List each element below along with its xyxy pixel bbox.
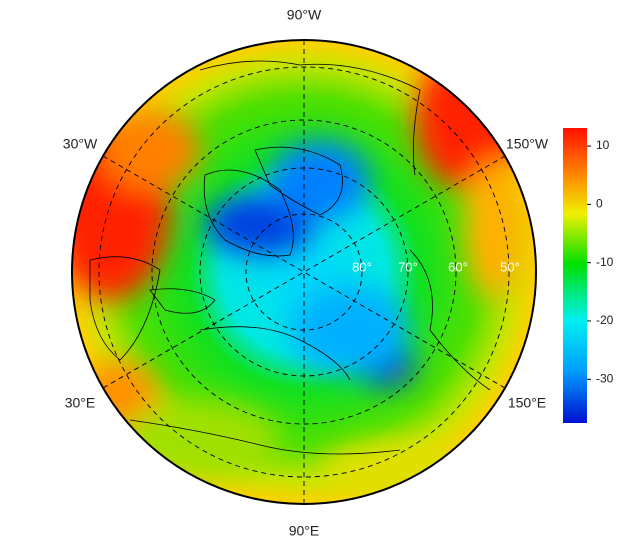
latitude-label: 70°: [398, 259, 418, 274]
temperature-field: [72, 40, 536, 504]
colorbar-tick-label: 10: [596, 138, 610, 152]
longitude-label: 90°E: [289, 523, 320, 539]
longitude-label: 150°W: [506, 136, 549, 152]
graticule: [98, 40, 510, 504]
longitude-label: 90°W: [287, 7, 322, 23]
coastlines: [89, 60, 491, 455]
longitude-label: 30°W: [63, 136, 98, 152]
colorbar-tick-label: -10: [596, 255, 614, 269]
colorbar-tick-label: -30: [596, 371, 614, 385]
colorbar-tick-label: 0: [596, 197, 603, 211]
colorbar: [563, 128, 587, 423]
latitude-label: 60°: [448, 259, 468, 274]
colorbar-tick-label: -20: [596, 313, 614, 327]
longitude-label: 30°E: [65, 395, 96, 411]
latitude-label: 80°: [352, 259, 372, 274]
map-border: [71, 39, 537, 505]
latitude-label: 50°: [500, 259, 520, 274]
longitude-label: 150°E: [508, 395, 546, 411]
